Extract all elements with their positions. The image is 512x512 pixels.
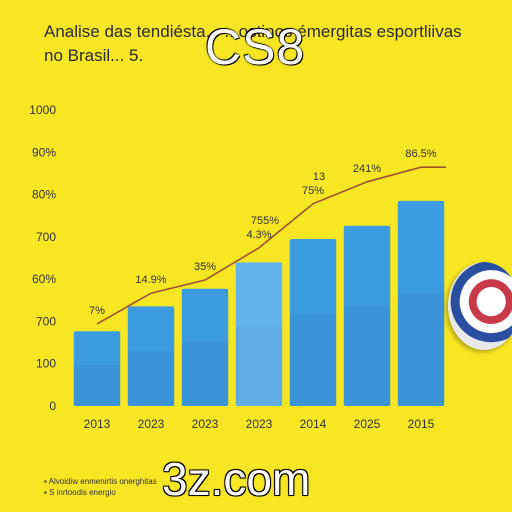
bar-shade (73, 364, 121, 406)
trend-line (96, 166, 446, 325)
bar-shade (235, 327, 283, 406)
x-tick-label: 2025 (354, 417, 381, 431)
bar (235, 262, 283, 406)
y-tick-label: 100 (36, 357, 56, 371)
x-tick-label: 2013 (84, 417, 111, 431)
footnote-2: ▪ S inrtoodis energio (44, 488, 116, 497)
bar (181, 288, 229, 406)
y-tick-label: 0 (49, 399, 56, 413)
y-tick-label: 90% (32, 145, 56, 159)
bar (397, 200, 445, 406)
brand-overlay-text: CS8 (205, 19, 306, 75)
line-data-label-secondary: 755% (251, 215, 279, 227)
bar-shade (289, 314, 337, 406)
line-data-label-secondary: 13 (313, 171, 325, 183)
soccer-ball-icon (448, 262, 512, 350)
y-tick-label: 700 (36, 314, 56, 328)
bar-shade (127, 351, 175, 406)
x-tick-label: 2023 (246, 417, 273, 431)
bar (127, 306, 175, 406)
line-data-label: 4.3% (246, 229, 271, 241)
x-tick-label: 2014 (300, 417, 327, 431)
footnotes: ▪ Alvoidiw enmenirtis onerghitas ▪ S inr… (44, 476, 157, 498)
bar (289, 238, 337, 406)
y-tick-label: 80% (32, 188, 56, 202)
line-data-label: 14.9% (135, 274, 166, 286)
x-tick-label: 2023 (138, 417, 165, 431)
bar-shade (397, 293, 445, 406)
line-data-label: 35% (194, 261, 216, 273)
line-data-label: 7% (89, 305, 105, 317)
footnote-1: ▪ Alvoidiw enmenirtis onerghitas (44, 477, 157, 486)
x-tick-label: 2023 (192, 417, 219, 431)
bar-shade (343, 306, 391, 406)
line-data-label: 86.5% (405, 148, 436, 160)
y-tick-label: 60% (32, 272, 56, 286)
line-data-label: 75% (302, 185, 324, 197)
bar (343, 225, 391, 406)
bar (73, 331, 121, 406)
y-tick-label: 700 (36, 230, 56, 244)
x-tick-label: 2015 (408, 417, 435, 431)
bar-shade (181, 341, 229, 406)
line-data-label: 241% (353, 163, 381, 175)
site-overlay-text: 3z.com (162, 453, 311, 505)
chart-title: Analise das tendiésta... ...ostinos émer… (44, 22, 462, 65)
y-tick-label: 1000 (29, 103, 56, 117)
